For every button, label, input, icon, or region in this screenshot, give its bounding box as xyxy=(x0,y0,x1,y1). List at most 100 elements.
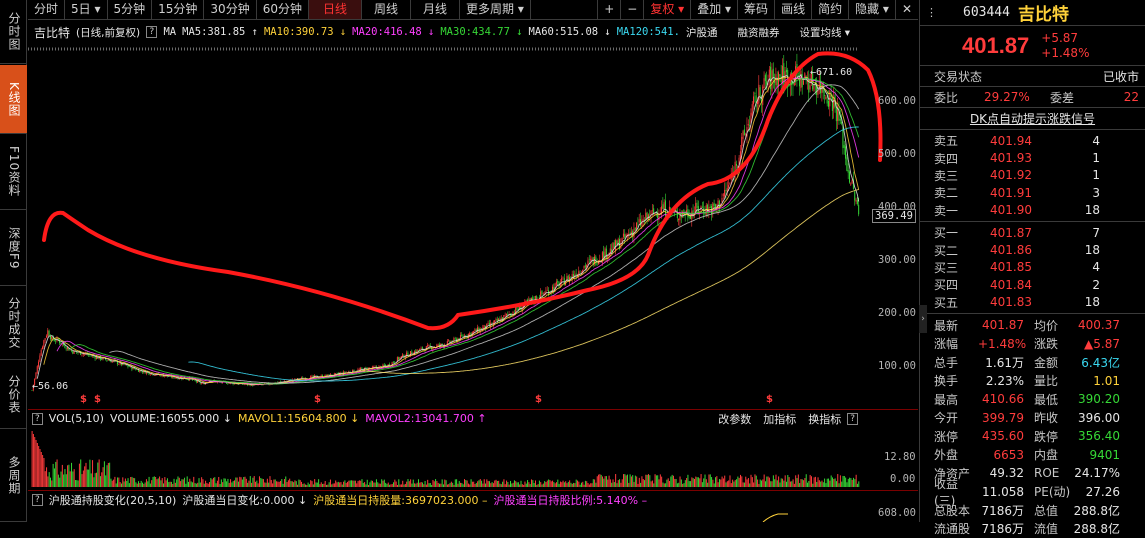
buy-level-4[interactable]: 买四 401.84 2 xyxy=(920,276,1145,293)
chouma-button[interactable]: 筹码 xyxy=(738,0,776,19)
buy-level-1[interactable]: 买一 401.87 7 xyxy=(920,224,1145,241)
price-pct: +1.48% xyxy=(1041,45,1090,60)
candle-body xyxy=(295,378,297,380)
volume-bar xyxy=(747,478,749,487)
sell-level-4[interactable]: 卖二 401.91 3 xyxy=(920,184,1145,201)
period-daily[interactable]: 日线 xyxy=(308,0,362,19)
candle-body xyxy=(596,263,598,265)
volume-bar xyxy=(61,464,63,487)
vol-edit-params-button[interactable]: 改参数 xyxy=(718,412,752,426)
volume-chart[interactable] xyxy=(28,427,918,489)
buy-level-2[interactable]: 买二 401.86 18 xyxy=(920,241,1145,258)
zoom-in-button[interactable]: + xyxy=(597,0,622,19)
period-more[interactable]: 更多周期 ▾ xyxy=(460,0,531,19)
yincang-dropdown[interactable]: 隐藏 ▾ xyxy=(849,0,896,19)
huaxian-button[interactable]: 画线 xyxy=(775,0,813,19)
rzrq-link[interactable]: 融资融券 xyxy=(737,26,780,39)
period-60min[interactable]: 60分钟 xyxy=(257,0,309,19)
volume-bar xyxy=(436,480,438,487)
candle-body xyxy=(764,75,766,82)
candle-body xyxy=(360,368,362,370)
nav-f10[interactable]: F10资料 xyxy=(0,135,27,210)
candle-body xyxy=(565,281,567,286)
volume-bar xyxy=(416,482,418,487)
candle-body xyxy=(817,89,819,95)
volume-bar xyxy=(519,484,521,487)
candle-body xyxy=(826,99,828,104)
volume-bar xyxy=(237,481,239,487)
stat-label: 外盘 xyxy=(934,448,959,463)
volume-bar xyxy=(449,482,451,487)
kline-chart[interactable]: ←671.60 ←56.06 $ $ $ $ $ xyxy=(28,40,918,408)
set-ma-dropdown[interactable]: 设置均线 ▾ xyxy=(799,26,851,39)
help-icon[interactable]: ? xyxy=(32,493,43,506)
volume-bar xyxy=(231,482,233,487)
candle-body xyxy=(590,259,592,261)
help-icon[interactable]: ? xyxy=(146,26,158,38)
period-monthly[interactable]: 月线 xyxy=(411,0,461,19)
candle-body xyxy=(771,70,773,92)
candle-body xyxy=(487,323,489,324)
volume-bar xyxy=(512,482,514,487)
candle-body xyxy=(45,335,47,338)
vol-add-indicator-button[interactable]: 加指标 xyxy=(763,412,797,426)
volume-bar xyxy=(32,434,34,487)
volume-bar xyxy=(579,484,581,487)
zoom-out-button[interactable]: − xyxy=(621,0,645,19)
nav-kline[interactable]: K线图 xyxy=(0,65,27,134)
sell-level-1[interactable]: 卖五 401.94 4 xyxy=(920,132,1145,149)
more-icon[interactable]: ⋮ xyxy=(926,6,937,19)
volume-bar xyxy=(373,482,375,487)
nav-shendu[interactable]: 深度F9 xyxy=(0,211,27,286)
volume-bar xyxy=(293,482,295,487)
period-fenshi[interactable]: 分时 xyxy=(28,0,66,19)
stats-table: 最新 401.87 均价 400.37 涨幅 +1.48% 涨跌 ▲5.87 总手 1.61万 金额… xyxy=(920,314,1145,538)
candle-body xyxy=(784,71,786,83)
nav-fenshichengjiao[interactable]: 分时成交 xyxy=(0,287,27,360)
candle-body xyxy=(513,312,515,314)
candle-body xyxy=(607,255,609,258)
volume-bar xyxy=(307,482,309,487)
volume-bar xyxy=(134,478,136,487)
sell-level-3[interactable]: 卖三 401.92 1 xyxy=(920,167,1145,184)
period-5min[interactable]: 5分钟 xyxy=(108,0,153,19)
fuquan-dropdown[interactable]: 复权 ▾ xyxy=(644,0,692,19)
volume-bar xyxy=(804,478,806,487)
help-icon[interactable]: ? xyxy=(32,412,43,425)
volume-bar xyxy=(687,474,689,487)
nav-duozhouqi[interactable]: 多周期 xyxy=(0,430,27,522)
period-5day[interactable]: 5日 ▾ xyxy=(65,0,108,19)
stat-value: 1.61万 xyxy=(985,355,1024,370)
buy-volume: 7 xyxy=(1092,225,1100,240)
sell-level-2[interactable]: 卖四 401.93 1 xyxy=(920,149,1145,166)
vol-help-icon[interactable]: ? xyxy=(847,412,858,425)
volume-bar xyxy=(431,484,433,487)
candle-body xyxy=(684,214,686,216)
period-weekly[interactable]: 周线 xyxy=(362,0,412,19)
sell-level-5[interactable]: 卖一 401.90 18 xyxy=(920,202,1145,219)
volume-bar xyxy=(697,477,699,487)
buy-level-5[interactable]: 买五 401.83 18 xyxy=(920,294,1145,311)
sell-label: 卖四 xyxy=(934,151,959,166)
diejia-dropdown[interactable]: 叠加 ▾ xyxy=(691,0,739,19)
buy-level-3[interactable]: 买三 401.85 4 xyxy=(920,259,1145,276)
candle-body xyxy=(726,188,728,193)
close-icon[interactable]: ✕ xyxy=(901,2,912,16)
period-15min[interactable]: 15分钟 xyxy=(152,0,205,19)
volume-bar xyxy=(198,478,200,487)
nav-fenshi[interactable]: 分时图 xyxy=(0,0,27,64)
stat-value: 288.8亿 xyxy=(1073,503,1120,518)
period-30min[interactable]: 30分钟 xyxy=(204,0,257,19)
hgt-link[interactable]: 沪股通 xyxy=(685,26,718,39)
volume-bar xyxy=(78,463,80,487)
dk-signal-link[interactable]: DK点自动提示涨跌信号 xyxy=(969,112,1096,126)
volume-bar xyxy=(236,477,238,487)
volume-bar xyxy=(763,474,765,487)
jianyue-button[interactable]: 简约 xyxy=(812,0,850,19)
nav-fenjiabiao[interactable]: 分价表 xyxy=(0,361,27,429)
volume-bar xyxy=(584,480,586,487)
volume-bar xyxy=(549,480,551,487)
candle-body xyxy=(278,381,280,383)
panel-collapse-handle[interactable]: › xyxy=(919,305,927,333)
vol-switch-indicator-button[interactable]: 换指标 xyxy=(808,412,842,426)
